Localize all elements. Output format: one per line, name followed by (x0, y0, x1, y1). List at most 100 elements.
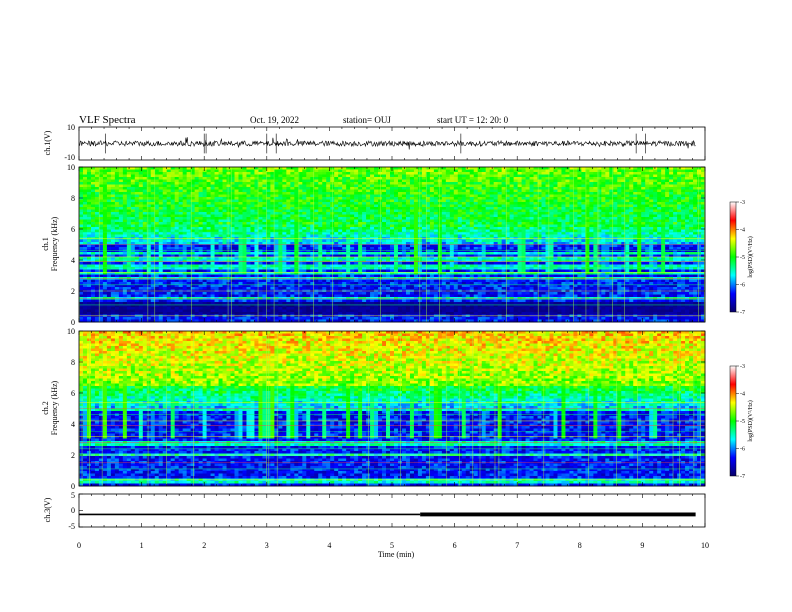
spectrogram-cell (581, 195, 585, 198)
spectrogram-cell (374, 227, 378, 230)
spectrogram-cell (422, 207, 426, 210)
spectrogram-cell (358, 190, 362, 193)
spectrogram-cell (318, 222, 322, 225)
spectrogram-cell (561, 215, 565, 218)
spectrogram-cell (187, 220, 191, 223)
spectrogram-cell (693, 217, 697, 220)
spectrogram-cell (398, 235, 402, 238)
spectrogram-cell (593, 187, 597, 190)
spectrogram-cell (693, 235, 697, 238)
spectrogram-cell (318, 240, 322, 243)
spectrogram-cell (653, 212, 657, 215)
spectrogram-cell (266, 185, 270, 188)
spectrogram-cell (143, 202, 147, 205)
spectrogram-cell (573, 177, 577, 180)
spectrogram-cell (613, 170, 617, 173)
spectrogram-cell (302, 215, 306, 218)
spectrogram-cell (410, 167, 414, 170)
spectrogram-cell (302, 190, 306, 193)
spectrogram-cell (605, 227, 609, 230)
spectrogram-cell (350, 240, 354, 243)
spectrogram-cell (111, 170, 115, 173)
spectrogram-cell (577, 180, 581, 183)
spectrogram-cell (573, 195, 577, 198)
spectrogram-cell (502, 177, 506, 180)
spectrogram-cell (246, 167, 250, 170)
spectrogram-cell (549, 202, 553, 205)
spectrogram-cell (645, 207, 649, 210)
spectrogram-cell (326, 220, 330, 223)
spectrogram-cell (589, 225, 593, 228)
spectrogram-cell (302, 185, 306, 188)
spectrogram-cell (374, 182, 378, 185)
spectrogram-cell (390, 232, 394, 235)
spectrogram-cell (414, 197, 418, 200)
spectrogram-cell (549, 197, 553, 200)
spectrogram-cell (274, 235, 278, 238)
spectrogram-cell (649, 240, 653, 243)
spectrogram-cell (577, 240, 581, 243)
spectrogram-cell (386, 220, 390, 223)
spectrogram-cell (633, 215, 637, 218)
spectrogram-cell (462, 215, 466, 218)
spectrogram-cell (290, 225, 294, 228)
spectrogram-cell (442, 177, 446, 180)
spectrogram-cell (318, 197, 322, 200)
spectrogram-cell (681, 185, 685, 188)
spectrogram-cell (187, 222, 191, 225)
spectrogram-cell (390, 175, 394, 178)
spectrogram-cell (613, 187, 617, 190)
spectrogram-cell (681, 177, 685, 180)
spectrogram-cell (470, 225, 474, 228)
spectrogram-cell (163, 197, 167, 200)
spectrogram-cell (625, 182, 629, 185)
spectrogram-cell (649, 225, 653, 228)
spectrogram-cell (242, 217, 246, 220)
spectrogram-cell (119, 170, 123, 173)
spectrogram-cell (207, 172, 211, 175)
spectrogram-cell (215, 240, 219, 243)
spectrogram-cell (593, 202, 597, 205)
spectrogram-cell (394, 182, 398, 185)
spectrogram-cell (242, 195, 246, 198)
spectrogram-cell (246, 192, 250, 195)
spectrogram-cell (669, 217, 673, 220)
spectrogram-cell (681, 232, 685, 235)
spectrogram-cell (370, 240, 374, 243)
spectrogram-cell (238, 182, 242, 185)
spectrogram-cell (235, 210, 239, 213)
spectrogram-cell (478, 170, 482, 173)
spectrogram-cell (625, 200, 629, 203)
spectrogram-cell (573, 212, 577, 215)
spectrogram-cell (338, 172, 342, 175)
spectrogram-cell (414, 170, 418, 173)
spectrogram-cell (402, 192, 406, 195)
spectrogram-cell (246, 227, 250, 230)
spectrogram-cell (258, 167, 262, 170)
spectrogram-cell (227, 180, 231, 183)
spectrogram-cell (402, 232, 406, 235)
spectrogram-cell (430, 215, 434, 218)
spectrogram-cell (546, 185, 550, 188)
spectrogram-cell (163, 175, 167, 178)
spectrogram-cell (266, 205, 270, 208)
spectrogram-cell (466, 190, 470, 193)
spectrogram-cell (498, 227, 502, 230)
spectrogram-cell (334, 175, 338, 178)
spectrogram-cell (183, 235, 187, 238)
spectrogram-cell (689, 195, 693, 198)
spectrogram-cell (530, 190, 534, 193)
spectrogram-cell (350, 182, 354, 185)
spectrogram-cell (179, 180, 183, 183)
spectrogram-cell (398, 180, 402, 183)
spectrogram-cell (474, 200, 478, 203)
spectrogram-cell (549, 205, 553, 208)
spectrogram-cell (462, 235, 466, 238)
spectrogram-cell (434, 185, 438, 188)
spectrogram-cell (87, 177, 91, 180)
spectrogram-cell (374, 172, 378, 175)
spectrogram-cell (346, 182, 350, 185)
spectrogram-cell (318, 235, 322, 238)
spectrogram-cell (553, 167, 557, 170)
spectrogram-cell (693, 185, 697, 188)
